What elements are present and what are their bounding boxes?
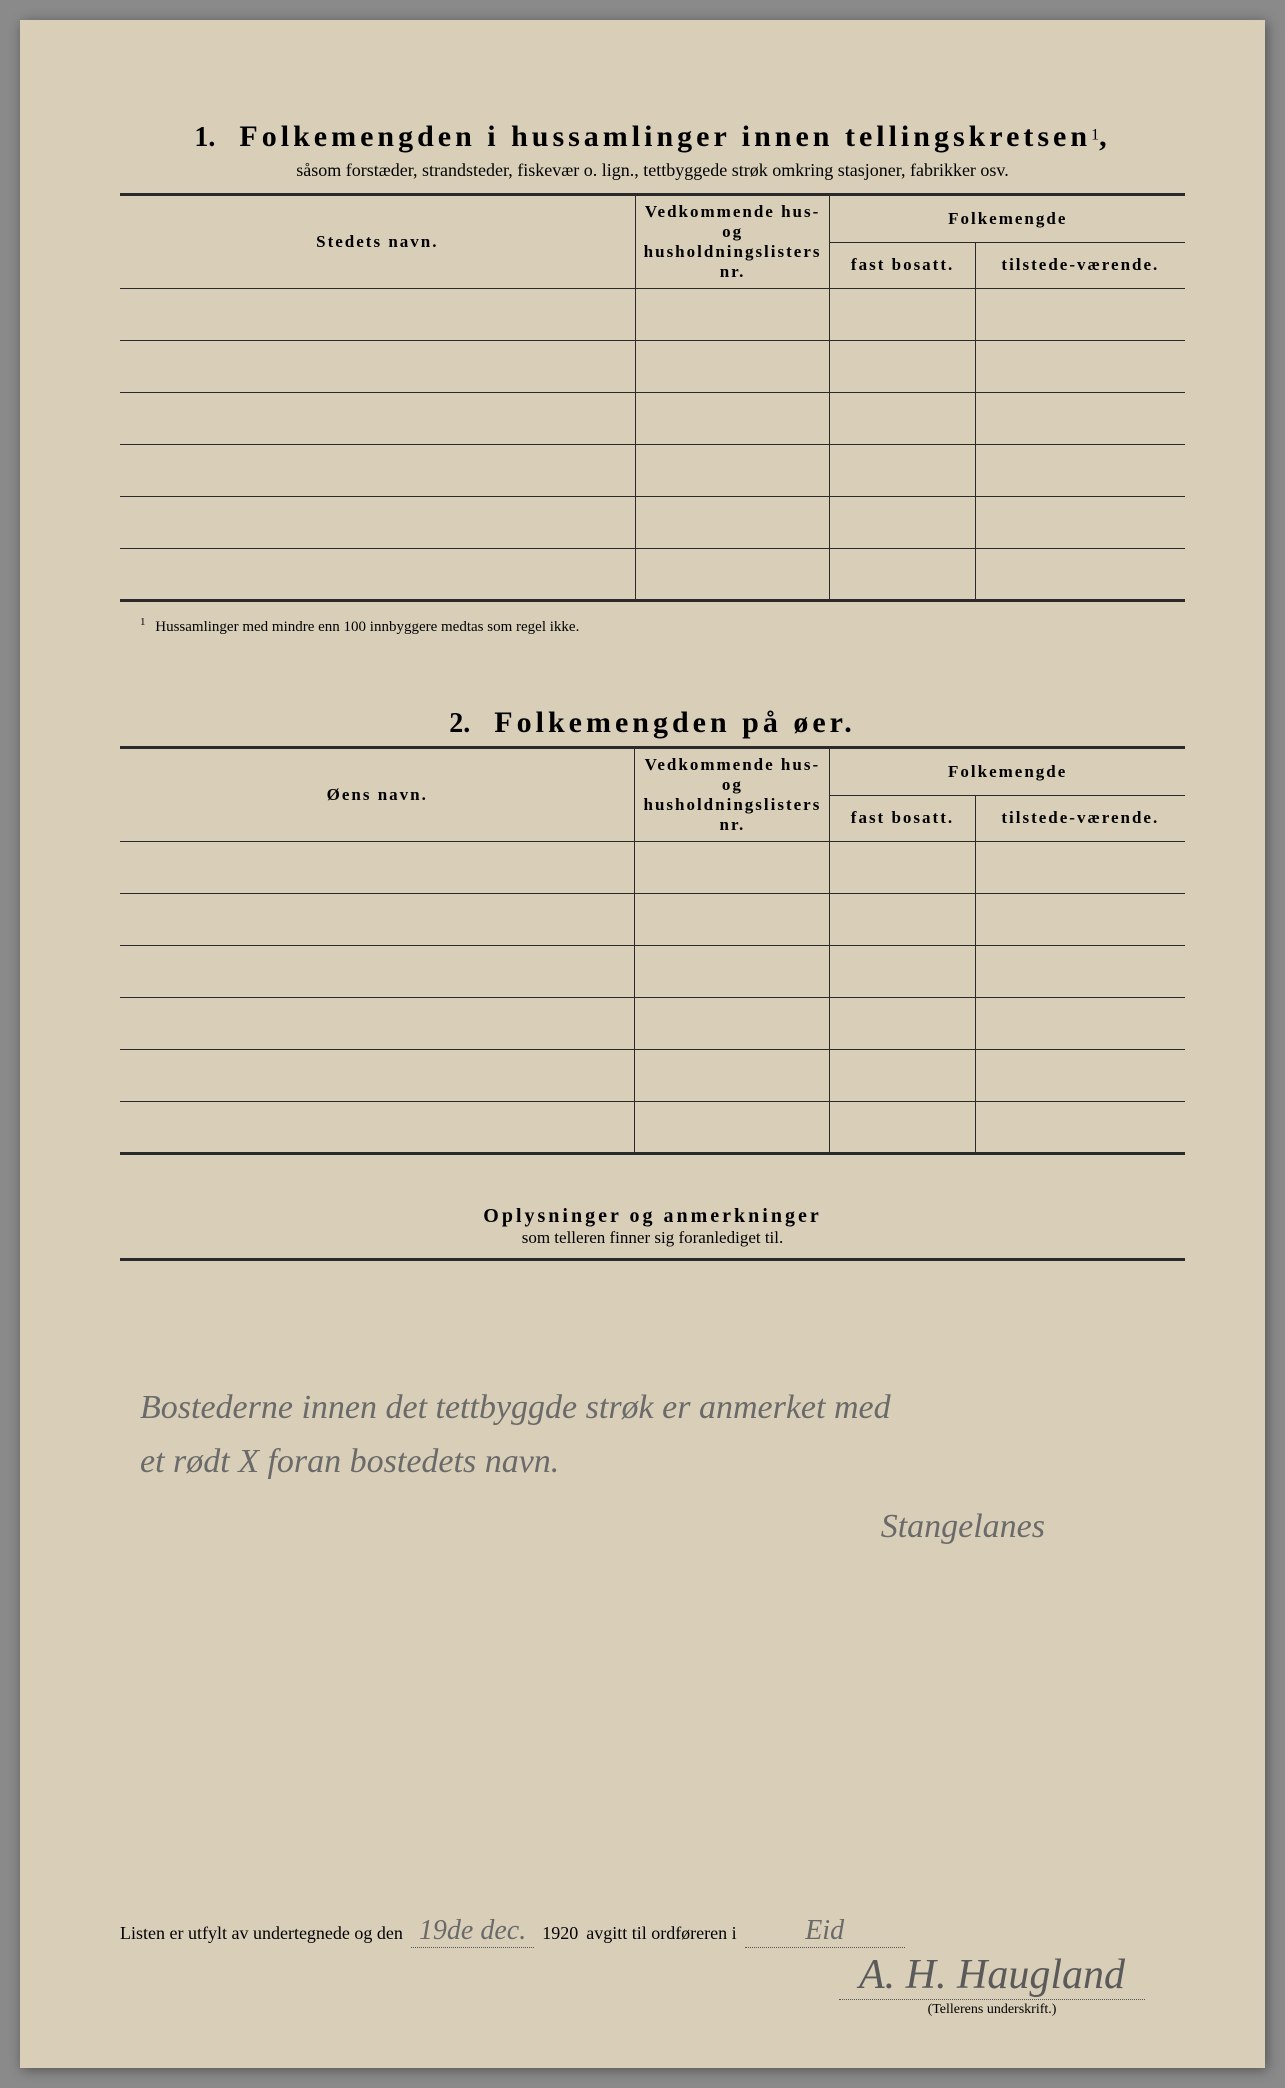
section1-title: 1. Folkemengden i hussamlinger innen tel… xyxy=(120,120,1185,154)
section1-sup: 1 xyxy=(1091,127,1099,144)
col-fast: fast bosatt. xyxy=(830,242,975,288)
table-row xyxy=(120,1102,1185,1154)
handwritten-signature: Stangelanes xyxy=(140,1500,1165,1554)
handwritten-line1: Bostederne innen det tettbyggde strøk er… xyxy=(140,1381,1165,1435)
col-oens-navn: Øens navn. xyxy=(120,748,635,842)
table-row xyxy=(120,998,1185,1050)
footnote-text: Hussamlinger med mindre enn 100 innbygge… xyxy=(155,619,579,635)
footer-mid: avgitt til ordføreren i xyxy=(586,1923,736,1944)
section2-table: Øens navn. Vedkommende hus- og husholdni… xyxy=(120,746,1185,1155)
footer-line: Listen er utfylt av undertegnede og den … xyxy=(120,1915,1185,1948)
footer-date: 19de dec. xyxy=(411,1915,534,1948)
table-row xyxy=(120,341,1185,393)
section1-footnote: 1 Hussamlinger med mindre enn 100 innbyg… xyxy=(140,616,1185,636)
footer: Listen er utfylt av undertegnede og den … xyxy=(120,1915,1185,1948)
col-fast2: fast bosatt. xyxy=(830,795,975,841)
table-row xyxy=(120,946,1185,998)
section2-number: 2. xyxy=(449,708,470,739)
signature-label: (Tellerens underskrift.) xyxy=(839,2002,1145,2018)
notes-sub: som telleren finner sig foranlediget til… xyxy=(120,1228,1185,1248)
handwritten-line2: et rødt X foran bostedets navn. xyxy=(140,1435,1165,1489)
table-row xyxy=(120,289,1185,341)
table-row xyxy=(120,842,1185,894)
footnote-number: 1 xyxy=(140,616,146,628)
document-page: 1. Folkemengden i hussamlinger innen tel… xyxy=(20,20,1265,2068)
col-stedets-navn: Stedets navn. xyxy=(120,195,635,289)
col-nr: Vedkommende hus- og husholdningslisters … xyxy=(635,195,830,289)
col-tilstede: tilstede-værende. xyxy=(975,242,1185,288)
col-folkemengde: Folkemengde xyxy=(830,195,1185,243)
col-tilstede2: tilstede-værende. xyxy=(975,795,1185,841)
section1-subtitle: såsom forstæder, strandsteder, fiskevær … xyxy=(120,160,1185,181)
col-folkemengde2: Folkemengde xyxy=(830,748,1185,796)
footer-prefix: Listen er utfylt av undertegnede og den xyxy=(120,1923,403,1944)
handwritten-note: Bostederne innen det tettbyggde strøk er… xyxy=(120,1381,1185,1554)
notes-header: Oplysninger og anmerkninger xyxy=(120,1205,1185,1228)
table-row xyxy=(120,445,1185,497)
table-row xyxy=(120,1050,1185,1102)
table-row xyxy=(120,497,1185,549)
section1-number: 1. xyxy=(194,122,215,153)
col-nr2: Vedkommende hus- og husholdningslisters … xyxy=(635,748,830,842)
table-row xyxy=(120,393,1185,445)
section1-table: Stedets navn. Vedkommende hus- og hushol… xyxy=(120,193,1185,602)
section2-heading: Folkemengden på øer. xyxy=(494,706,855,739)
table-row xyxy=(120,894,1185,946)
section2-title: 2. Folkemengden på øer. xyxy=(120,706,1185,740)
notes-area: Bostederne innen det tettbyggde strøk er… xyxy=(120,1258,1185,1678)
signature-area: A. H. Haugland (Tellerens underskrift.) xyxy=(839,1951,1145,2018)
footer-place: Eid xyxy=(745,1915,905,1948)
signature: A. H. Haugland xyxy=(839,1951,1145,2000)
section1-heading: Folkemengden i hussamlinger innen tellin… xyxy=(239,120,1091,153)
footer-year: 1920 xyxy=(542,1923,578,1944)
table-row xyxy=(120,549,1185,601)
